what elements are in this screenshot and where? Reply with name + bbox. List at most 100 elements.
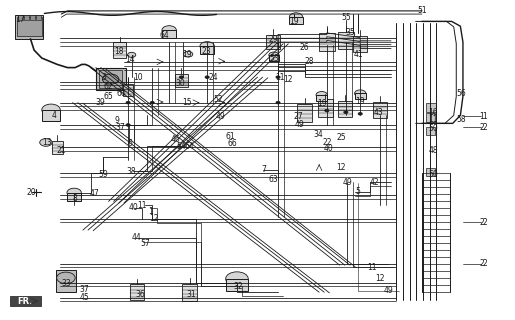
Text: 2: 2 [483,123,487,132]
Bar [182,284,197,300]
Circle shape [226,272,248,286]
Text: 1: 1 [483,112,487,121]
Text: 50: 50 [429,124,439,132]
Text: 24: 24 [209,73,218,82]
Text: 2: 2 [483,218,487,227]
Bar [18,15,23,20]
Text: 27: 27 [294,112,303,121]
Text: 15: 15 [182,98,192,107]
Text: 11: 11 [275,73,284,82]
Text: 61: 61 [226,132,235,140]
Text: 4: 4 [51,111,56,120]
Text: 60: 60 [116,89,126,98]
Text: 40: 40 [128,203,138,212]
Text: 55: 55 [341,13,351,22]
Text: 2: 2 [483,259,487,268]
Text: 32: 32 [234,282,243,291]
Circle shape [276,76,280,78]
Circle shape [344,111,348,114]
Text: 46: 46 [170,135,180,144]
Bar [297,104,313,122]
Text: 48: 48 [429,146,438,155]
Text: 12: 12 [375,274,385,283]
Text: 63: 63 [268,175,278,184]
Text: 64: 64 [159,31,169,40]
Text: 11: 11 [137,201,147,210]
Bar [36,15,41,20]
Text: 19: 19 [289,17,299,26]
Text: 10: 10 [133,73,143,82]
Circle shape [358,113,362,115]
Text: 12: 12 [336,164,346,172]
Circle shape [102,74,119,84]
Text: 66: 66 [228,139,238,148]
Circle shape [67,188,81,197]
Text: 36: 36 [135,290,145,299]
Text: 51: 51 [417,6,426,15]
Text: 19: 19 [355,97,365,106]
Text: 28: 28 [304,57,314,66]
Text: 44: 44 [132,233,142,242]
Text: 5: 5 [355,188,360,196]
Text: 53: 53 [269,53,279,62]
Text: 54: 54 [177,142,186,151]
Circle shape [276,101,280,104]
Text: 57: 57 [141,239,150,248]
Text: 49: 49 [384,286,393,295]
Text: 25: 25 [337,133,347,142]
Circle shape [126,124,130,126]
Bar [338,101,352,117]
Circle shape [57,272,75,284]
Text: 7: 7 [262,165,267,174]
Bar [426,168,435,176]
Text: 17: 17 [15,15,25,24]
Text: 11: 11 [367,263,376,272]
Text: 49: 49 [216,113,226,122]
Text: 34: 34 [313,130,323,139]
Bar [426,103,436,112]
Text: 31: 31 [186,290,196,299]
Text: 2: 2 [479,259,484,268]
Text: 49: 49 [295,120,304,130]
Text: 16: 16 [428,108,438,117]
Bar [289,17,303,24]
Circle shape [126,101,130,104]
Text: 50: 50 [429,170,439,179]
Text: 13: 13 [42,138,52,147]
Circle shape [200,42,214,51]
Text: 42: 42 [370,179,380,188]
Circle shape [128,52,136,57]
Circle shape [40,139,52,146]
Circle shape [269,52,279,58]
Bar [266,35,280,49]
Bar [269,55,279,61]
Circle shape [179,76,183,78]
Bar [17,17,42,36]
Bar [96,68,126,90]
Text: 58: 58 [456,115,466,124]
Circle shape [150,101,154,104]
Text: 21: 21 [56,146,65,155]
Text: 45: 45 [79,293,89,302]
Circle shape [325,109,329,112]
Text: 2: 2 [479,123,484,132]
Bar [30,15,35,20]
Text: 33: 33 [61,279,71,288]
Text: 41: 41 [354,50,364,59]
Bar [24,15,29,20]
Bar [42,110,60,121]
Circle shape [205,76,209,78]
Circle shape [183,51,193,57]
Text: 40: 40 [323,144,333,153]
Text: 8: 8 [73,194,78,203]
Text: 26: 26 [300,43,310,52]
Text: 11: 11 [428,115,438,124]
Bar [200,46,214,54]
Circle shape [316,92,328,99]
Bar [226,279,248,291]
Text: 59: 59 [98,170,108,179]
Text: 29: 29 [268,35,278,44]
Bar [10,296,41,306]
Text: 1: 1 [479,112,484,121]
Bar [130,284,144,300]
